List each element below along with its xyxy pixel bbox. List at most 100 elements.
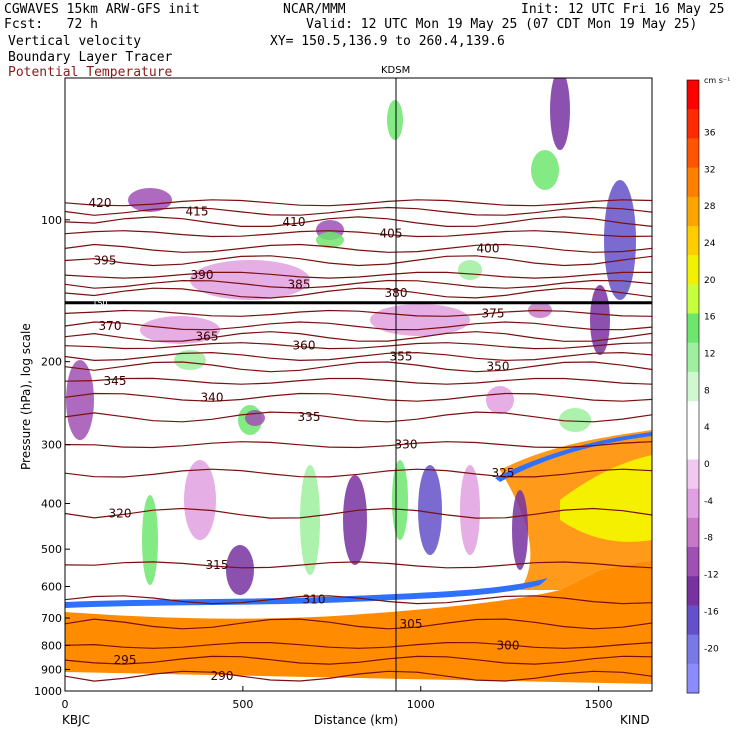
colorbar-tick-label: -20 <box>704 644 719 654</box>
model-title: CGWAVES 15km ARW-GFS init <box>4 2 200 17</box>
velocity-cell <box>226 545 254 595</box>
colorbar-swatch <box>687 517 699 548</box>
theta-contour-label: 350 <box>487 360 510 374</box>
colorbar-tick-label: -8 <box>704 534 713 544</box>
theta-contour <box>65 411 652 423</box>
y-tick-label: 400 <box>41 498 62 511</box>
boundary-layer-fill <box>560 455 652 542</box>
boundary-layer-edge <box>65 578 548 608</box>
x-axis-label: Distance (km) <box>314 713 398 727</box>
colorbar-tick-label: 32 <box>704 165 715 175</box>
theta-contour <box>65 561 652 569</box>
y-axis-label: Pressure (hPa), log scale <box>19 323 33 470</box>
velocity-cell <box>486 386 514 414</box>
theta-contour <box>65 655 652 665</box>
theta-contour-layer: 4204154104054003953903853803753703653603… <box>65 196 652 683</box>
theta-contour <box>65 243 652 253</box>
velocity-cell <box>128 188 172 212</box>
y-tick-label: 200 <box>41 356 62 369</box>
boundary-layer-edge <box>495 432 652 482</box>
colorbar-swatch <box>687 371 699 402</box>
theta-contour <box>65 670 652 682</box>
velocity-cell <box>174 350 206 370</box>
valid-time: Valid: 12 UTC Mon 19 May 25 (07 CDT Mon … <box>306 17 698 32</box>
velocity-cell <box>184 460 216 540</box>
y-tick-label: 900 <box>41 663 62 676</box>
colorbar-swatch <box>687 547 699 577</box>
theta-contour <box>65 351 652 362</box>
y-tick-label: 100 <box>41 214 62 227</box>
theta-contour-label: 395 <box>94 254 117 268</box>
theta-contour <box>65 468 652 478</box>
theta-contour <box>65 392 652 402</box>
theta-contour <box>65 342 652 350</box>
colorbar-swatch <box>687 196 699 227</box>
colorbar-swatch <box>687 138 699 169</box>
theta-contour-label: 300 <box>497 638 520 652</box>
velocity-cell <box>316 232 344 248</box>
colorbar-tick-label: 36 <box>704 129 716 139</box>
theta-contour <box>65 441 652 449</box>
x-tick-label: 1500 <box>585 698 613 711</box>
theta-contour <box>65 377 652 385</box>
theta-contour-label: 405 <box>380 227 403 241</box>
theta-contour <box>65 216 652 228</box>
station-kind: KIND <box>620 713 650 727</box>
colorbar-swatch <box>687 255 699 285</box>
velocity-cell <box>418 465 442 555</box>
velocity-cell <box>528 302 552 318</box>
colorbar: cm s⁻¹ 36 32 28 24 20 16 12 8 4 0 -4 -8 -12 -16 -20 <box>686 76 730 694</box>
y-tick-label: 700 <box>41 612 62 625</box>
theta-contour <box>65 206 652 216</box>
velocity-cell <box>387 100 403 140</box>
surface-terrain <box>65 672 652 691</box>
colorbar-swatch <box>687 313 699 344</box>
theta-contour <box>65 641 652 649</box>
colorbar-swatch <box>687 663 699 694</box>
theta-contour-label: 420 <box>89 196 112 210</box>
theta-contour <box>65 230 652 238</box>
theta-contour-label: 385 <box>288 277 311 291</box>
init-time: Init: 12 UTC Fri 16 May 25 <box>521 2 725 17</box>
theta-contour-label: 325 <box>492 466 515 480</box>
velocity-cell <box>190 260 310 300</box>
theta-contour-label: 305 <box>400 617 423 631</box>
colorbar-tick-label: 20 <box>704 276 716 286</box>
cross-section-xy: XY= 150.5,136.9 to 260.4,139.6 <box>270 34 505 49</box>
colorbar-tick-label: 16 <box>704 313 716 323</box>
field-boundary-layer: Boundary Layer Tracer <box>8 50 173 65</box>
velocity-cell <box>512 490 528 570</box>
velocity-cell <box>559 408 591 432</box>
theta-contour-label: 370 <box>99 319 122 333</box>
colorbar-swatch <box>687 459 699 490</box>
colorbar-swatch <box>687 80 699 110</box>
y-tick-label: 1000 <box>34 685 62 698</box>
theta-contour-label: 340 <box>201 390 224 404</box>
theta-contour-label: 400 <box>477 241 500 255</box>
theta-contour-label: 345 <box>104 374 127 388</box>
theta-contour-label: 310 <box>303 593 326 607</box>
x-axis: 0 500 1000 1500 <box>62 686 613 711</box>
velocity-cell <box>550 78 570 150</box>
velocity-cell <box>370 304 470 336</box>
velocity-cell <box>300 465 320 575</box>
theta-contour-label: 410 <box>283 215 306 229</box>
y-tick-label: 800 <box>41 639 62 652</box>
theta-contour-label: 290 <box>211 669 234 683</box>
colorbar-tick-label: -4 <box>704 497 713 507</box>
theta-contour-label: 375 <box>482 306 505 320</box>
plot-frame <box>64 77 653 692</box>
theta-contour <box>65 321 652 331</box>
colorbar-tick-label: 24 <box>704 239 716 249</box>
velocity-cell <box>460 465 480 555</box>
field-vertical-velocity: Vertical velocity <box>8 34 142 49</box>
theta-contour <box>65 331 652 342</box>
velocity-cell <box>343 475 367 565</box>
theta-contour <box>65 255 652 267</box>
colorbar-swatch <box>687 605 699 636</box>
theta-contour <box>65 309 652 317</box>
theta-contour-label: 390 <box>191 268 214 282</box>
station-kbjc: KBJC <box>62 713 90 727</box>
y-axis: 100 200 300 400 500 600 700 800 900 1000 <box>34 214 70 698</box>
theta-contour-label: 330 <box>395 438 418 452</box>
